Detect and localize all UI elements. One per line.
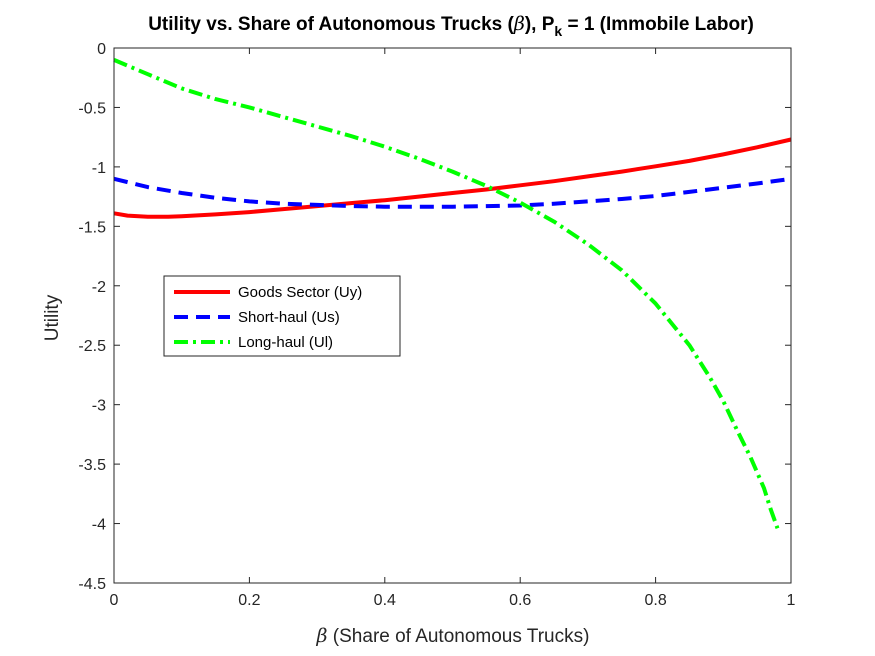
series-line-3: [113, 58, 780, 529]
x-tick-label: 0.2: [238, 592, 260, 609]
title-suffix: = 1 (Immobile Labor): [562, 14, 754, 35]
title-prefix: Utility vs. Share of Autonomous Trucks (: [148, 14, 514, 35]
y-tick-label: -2.5: [78, 338, 106, 355]
axes-box: [113, 47, 792, 584]
title-beta-symbol: β: [513, 13, 525, 35]
chart-title: Utility vs. Share of Autonomous Trucks (…: [148, 13, 754, 39]
y-tick-label: -1.5: [78, 219, 106, 236]
y-tick-label: -4.5: [78, 576, 106, 593]
x-tick-label: 1: [787, 592, 796, 609]
x-tick-label: 0: [110, 592, 119, 609]
title-middle: ), P: [525, 14, 555, 35]
y-tick-label: -3.5: [78, 457, 106, 474]
y-tick-label: -2: [92, 279, 106, 296]
legend-label-3: Long-haul (Ul): [238, 334, 333, 351]
x-tick-label: 0.4: [374, 592, 396, 609]
x-tick-label: 0.8: [644, 592, 666, 609]
legend-label-2: Short-haul (Us): [238, 309, 340, 326]
x-axis-label-text: (Share of Autonomous Trucks): [328, 626, 590, 647]
legend: Goods Sector (Uy) Short-haul (Us) Long-hau…: [163, 275, 401, 357]
y-tick-label: 0: [97, 41, 106, 58]
y-tick-label: -0.5: [78, 100, 106, 117]
series-line-1: [113, 137, 792, 219]
x-axis-beta-symbol: β: [316, 625, 328, 647]
legend-label-1: Goods Sector (Uy): [238, 284, 362, 301]
y-axis-label: Utility: [42, 294, 63, 341]
series-line-2: [113, 176, 792, 209]
y-tick-label: -3: [92, 398, 106, 415]
title-subscript: k: [554, 23, 562, 39]
axes: 0 0.2 0.4 0.6 0.8 1 0 -0.5 -1 -1.5 -2 -2.5 -3 -3.5 -4 -…: [78, 41, 795, 609]
y-tick-label: -1: [92, 160, 106, 177]
x-axis-label: β (Share of Autonomous Trucks): [316, 625, 590, 647]
y-tick-label: -4: [92, 517, 106, 534]
x-tick-label: 0.6: [509, 592, 531, 609]
